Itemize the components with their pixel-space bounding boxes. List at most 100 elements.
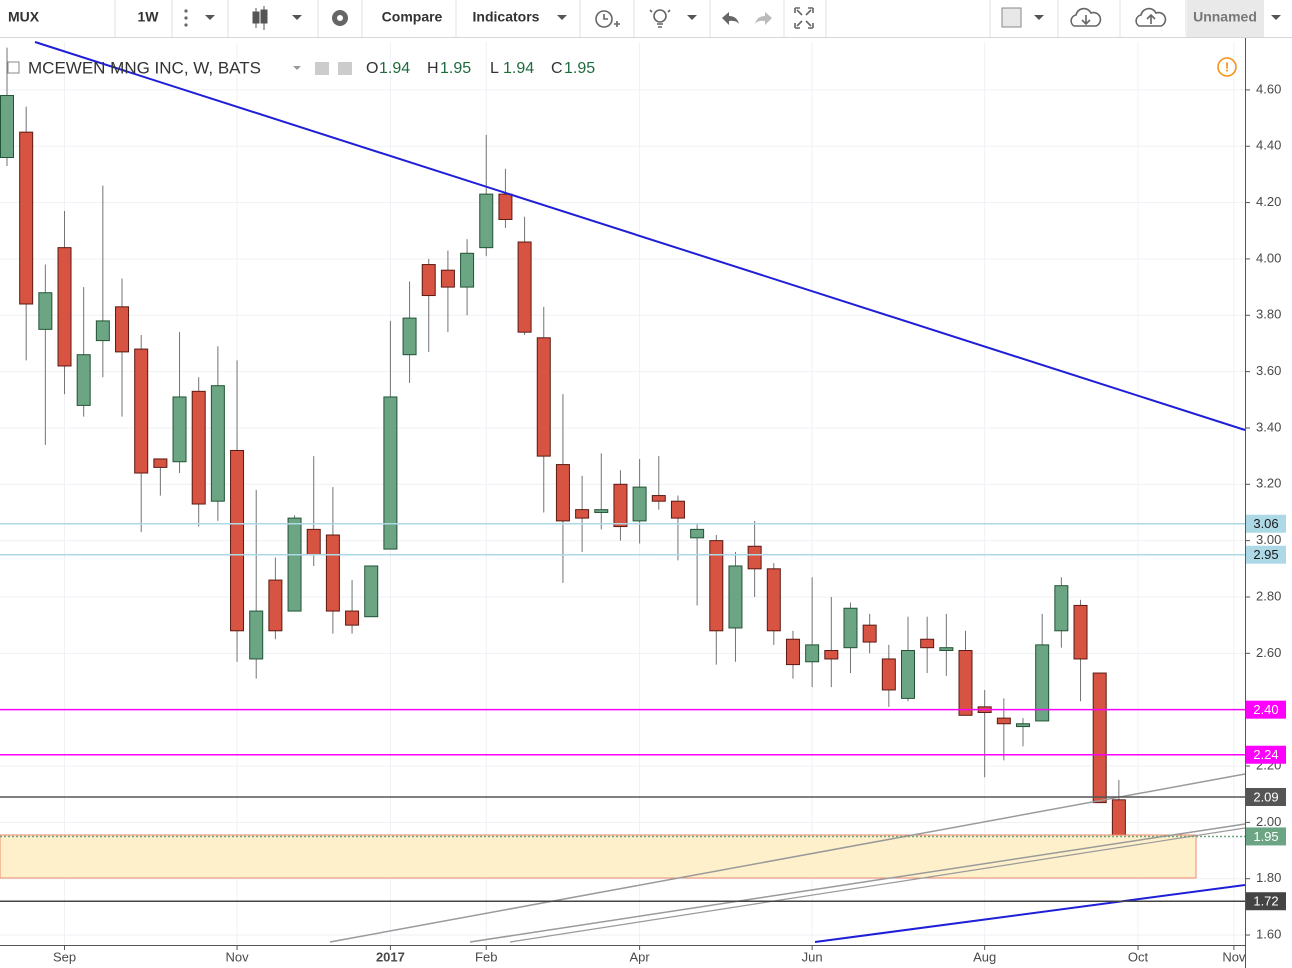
plot-area: 1.601.802.002.202.402.602.803.003.203.40…: [0, 38, 1281, 968]
candle-body: [115, 306, 130, 353]
layout-name[interactable]: Unnamed: [1193, 9, 1257, 25]
candle-body: [421, 264, 436, 297]
candle-body: [939, 647, 954, 652]
candle-body: [536, 337, 551, 457]
candle-body: [287, 517, 302, 612]
candle-body: [1111, 799, 1126, 837]
trend-line: [329, 773, 1246, 943]
ohlc-value: 1.94: [379, 60, 410, 77]
indicators-button[interactable]: Indicators: [473, 9, 540, 25]
ohlc-key: C: [551, 60, 563, 77]
x-tick-label: Nov: [1222, 949, 1246, 964]
settings-icon[interactable]: [338, 62, 352, 75]
fullscreen-button[interactable]: [794, 7, 814, 29]
candle-body: [594, 509, 609, 513]
ohlc-key: L: [490, 60, 499, 77]
candle-body: [249, 610, 264, 660]
compare-button[interactable]: Compare: [382, 9, 443, 25]
drawings: [0, 41, 1246, 943]
style-dropdown[interactable]: [292, 15, 302, 20]
ideas-button[interactable]: [649, 9, 671, 28]
candle-body: [210, 385, 225, 502]
symbol-input[interactable]: MUX: [8, 9, 40, 25]
price-badge: [1246, 827, 1286, 846]
y-tick-label: 4.20: [1256, 194, 1281, 209]
layout-dropdown[interactable]: [1271, 15, 1281, 20]
x-tick-label: Feb: [475, 949, 497, 964]
candle-body: [517, 241, 532, 333]
candle-body: [460, 252, 475, 288]
y-tick-label: 1.80: [1256, 870, 1281, 885]
candle-body: [632, 486, 647, 522]
more-button[interactable]: [184, 9, 188, 27]
candle-body: [958, 650, 973, 716]
interval-button[interactable]: 1W: [138, 9, 160, 25]
candle-body: [498, 193, 513, 220]
alert-button[interactable]: [595, 10, 620, 28]
candle-body: [364, 565, 379, 618]
candle-body: [134, 348, 149, 474]
levels: 3.06 2.95 2.40 2.24 2.09 1.95 1.72: [0, 514, 1286, 911]
trend-line: [34, 41, 1246, 431]
candle-body: [19, 131, 34, 305]
x-tick-label: Jun: [802, 949, 823, 964]
candle-body: [1054, 585, 1069, 632]
candle-body: [1092, 672, 1107, 804]
candle-body: [690, 528, 705, 539]
color-button[interactable]: [1001, 7, 1022, 28]
warning-icon[interactable]: [1217, 57, 1237, 77]
interval-dropdown[interactable]: [205, 15, 215, 20]
x-tick-label: Nov: [225, 949, 249, 964]
ohlc-value: 1.95: [564, 60, 595, 77]
candle-body: [0, 95, 14, 159]
hide-icon[interactable]: [7, 61, 20, 74]
price-badge-label: 2.95: [1253, 547, 1278, 562]
chart-title: MCEWEN MNG INC, W, BATS: [28, 58, 261, 77]
price-badge: [1246, 545, 1286, 564]
color-dropdown[interactable]: [1034, 15, 1044, 20]
ohlc-key: H: [427, 60, 439, 77]
y-tick-label: 4.60: [1256, 81, 1281, 96]
candle-body: [402, 317, 417, 356]
indicators-dropdown[interactable]: [557, 15, 567, 20]
toolbar-separators: [114, 0, 1187, 37]
y-tick-label: 3.60: [1256, 363, 1281, 378]
settings-button[interactable]: [332, 10, 348, 26]
x-tick-label: Oct: [1128, 949, 1149, 964]
save-button[interactable]: [1135, 7, 1167, 27]
y-tick-label: 3.80: [1256, 307, 1281, 322]
candle-body: [881, 658, 896, 691]
candle-body: [230, 449, 245, 632]
undo-button[interactable]: [722, 12, 739, 25]
title-dropdown[interactable]: [293, 66, 301, 70]
ohlc-value: 1.95: [440, 60, 471, 77]
candle-body: [1016, 723, 1031, 728]
x-tick-label: Apr: [629, 949, 650, 964]
candle-body: [651, 495, 666, 502]
candle-body: [728, 565, 743, 629]
candle-body: [38, 292, 53, 330]
candle-body: [57, 247, 72, 367]
candle-body: [920, 638, 935, 649]
price-badge: [1246, 745, 1286, 764]
load-button[interactable]: [1070, 7, 1102, 27]
chart-style-button[interactable]: [252, 6, 268, 30]
candle-body: [900, 650, 915, 699]
candle-body: [843, 607, 858, 649]
y-tick-label: 3.20: [1256, 476, 1281, 491]
trend-line: [814, 884, 1246, 943]
y-tick-label: 4.40: [1256, 138, 1281, 153]
y-tick-label: 1.60: [1256, 926, 1281, 941]
redo-button[interactable]: [755, 12, 772, 25]
y-tick-label: 3.00: [1256, 532, 1281, 547]
trend-line: [509, 827, 1246, 943]
candle-body: [613, 483, 628, 528]
eye-icon[interactable]: [315, 62, 329, 75]
candle-body: [172, 396, 187, 463]
ideas-dropdown[interactable]: [687, 15, 697, 20]
candle-body: [191, 390, 206, 505]
price-badge: [1246, 787, 1286, 806]
warning-mark: !: [1225, 59, 1229, 74]
price-badge-label: 3.06: [1253, 516, 1278, 531]
